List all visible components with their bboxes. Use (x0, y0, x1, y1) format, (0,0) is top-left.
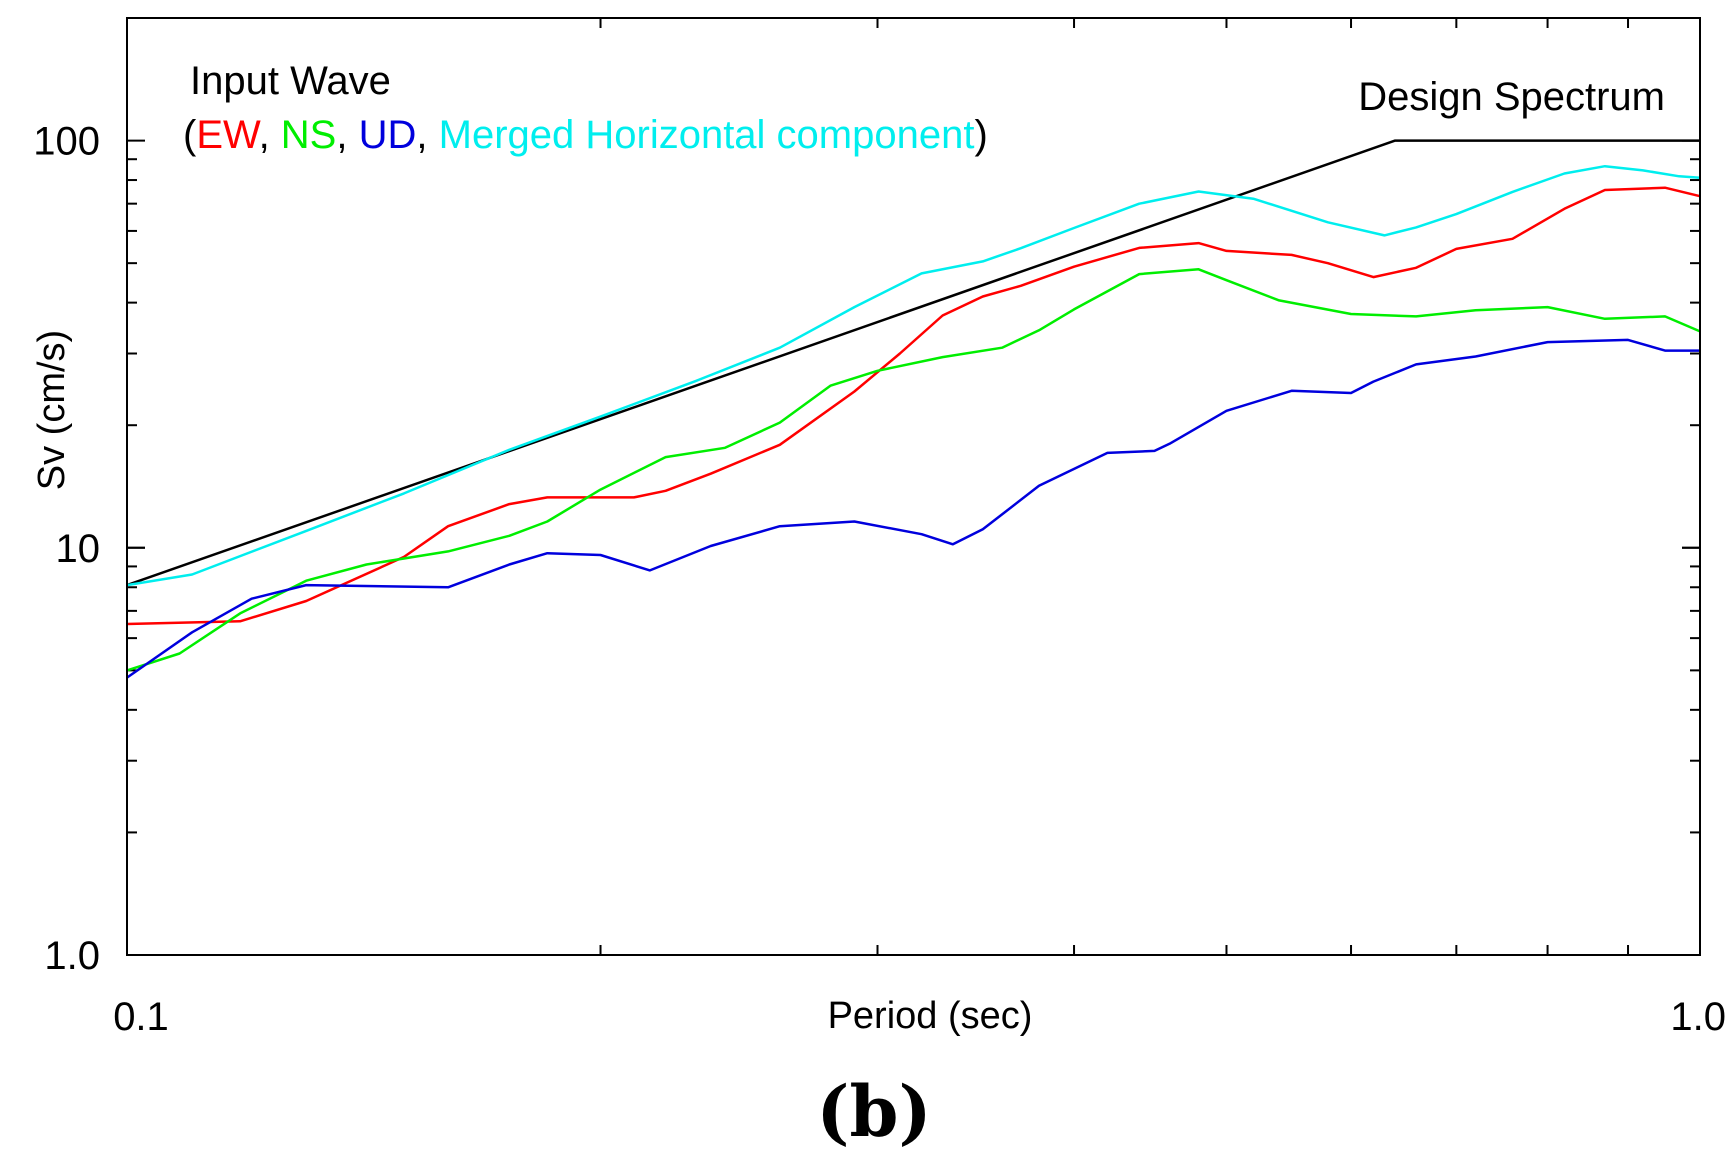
y-tick-labels: 1.0 10 100 (33, 120, 100, 978)
plot-frame (126, 17, 1701, 956)
legend-item-ns: NS (281, 113, 337, 157)
legend-item-ew: EW (196, 113, 261, 157)
x-axis-label: Period (sec) (828, 995, 1033, 1037)
legend-entries: (EW, NS, UD, Merged Horizontal component… (183, 113, 988, 157)
y-tick-label: 1.0 (44, 934, 100, 978)
axis-ticks (126, 18, 1701, 956)
series-line-design-spectrum (126, 139, 1700, 587)
series-line-ew (126, 186, 1701, 626)
x-tick-label: 0.1 (113, 995, 169, 1039)
series-line-ud (126, 338, 1700, 679)
legend-item-ud: UD (359, 113, 417, 157)
series-line-ns (126, 268, 1701, 672)
series-line-merged-horizontal-component (126, 164, 1701, 587)
legend-open-paren: ( (183, 113, 197, 157)
x-tick-labels: 0.1 1.0 (113, 995, 1726, 1039)
legend-close-paren: ) (974, 113, 987, 157)
design-spectrum-label: Design Spectrum (1358, 75, 1665, 119)
series-layer (126, 139, 1701, 679)
y-tick-label: 100 (33, 120, 100, 164)
y-axis-label: Sv (cm/s) (31, 330, 73, 490)
legend-sep: , (336, 113, 358, 157)
panel-label: (b) (816, 1070, 931, 1153)
legend-item-merged: Merged Horizontal component (439, 113, 975, 157)
legend-title: Input Wave (190, 59, 391, 103)
x-tick-label: 1.0 (1670, 995, 1726, 1039)
legend-sep: , (259, 113, 281, 157)
y-tick-label: 10 (56, 527, 101, 571)
legend-sep: , (416, 113, 438, 157)
